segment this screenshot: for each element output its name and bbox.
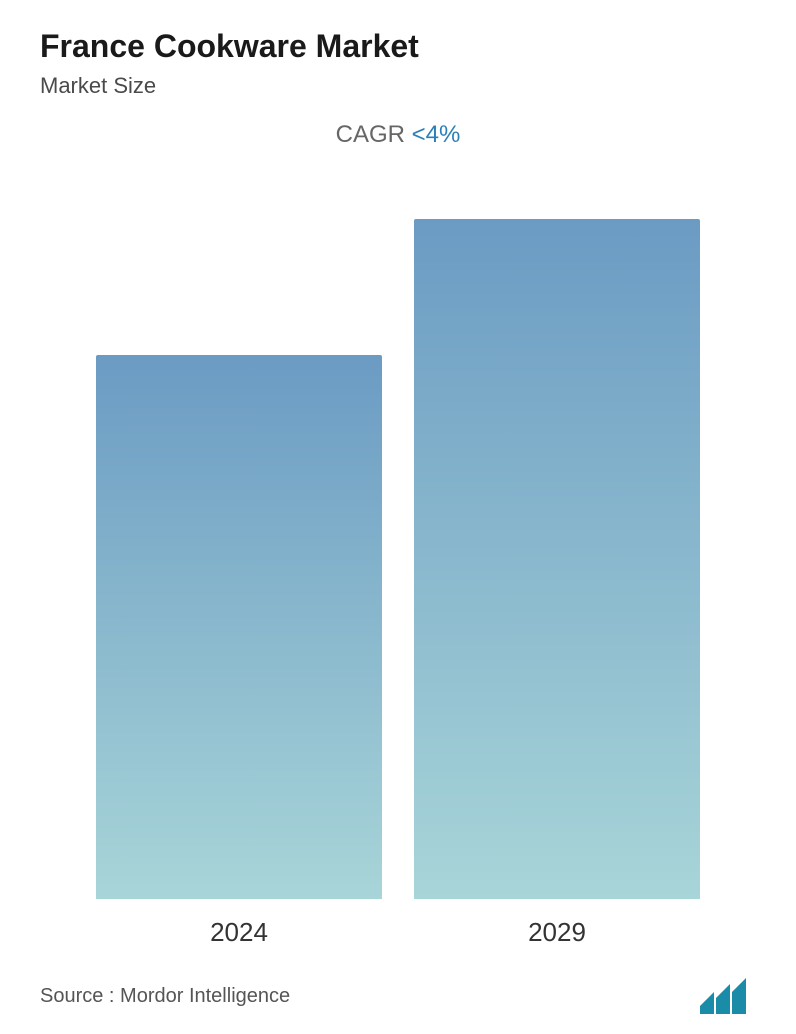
cagr-label-row: CAGR <4% [40, 121, 756, 149]
chart-title: France Cookware Market [40, 28, 756, 65]
cagr-label-text: CAGR [336, 121, 405, 148]
mordor-logo-icon [700, 978, 756, 1014]
cagr-value-text: <4% [412, 121, 461, 148]
bar-label-1: 2029 [528, 917, 586, 948]
bar-1 [414, 219, 700, 899]
chart-subtitle: Market Size [40, 73, 756, 99]
bar-0 [96, 355, 382, 899]
chart-footer: Source : Mordor Intelligence [40, 958, 756, 1014]
bar-chart-area: 2024 2029 [40, 179, 756, 958]
bar-group-1: 2029 [414, 219, 700, 948]
source-text: Source : Mordor Intelligence [40, 985, 290, 1008]
bar-group-0: 2024 [96, 355, 382, 948]
bar-label-0: 2024 [210, 917, 268, 948]
chart-container: France Cookware Market Market Size CAGR … [0, 0, 796, 1034]
